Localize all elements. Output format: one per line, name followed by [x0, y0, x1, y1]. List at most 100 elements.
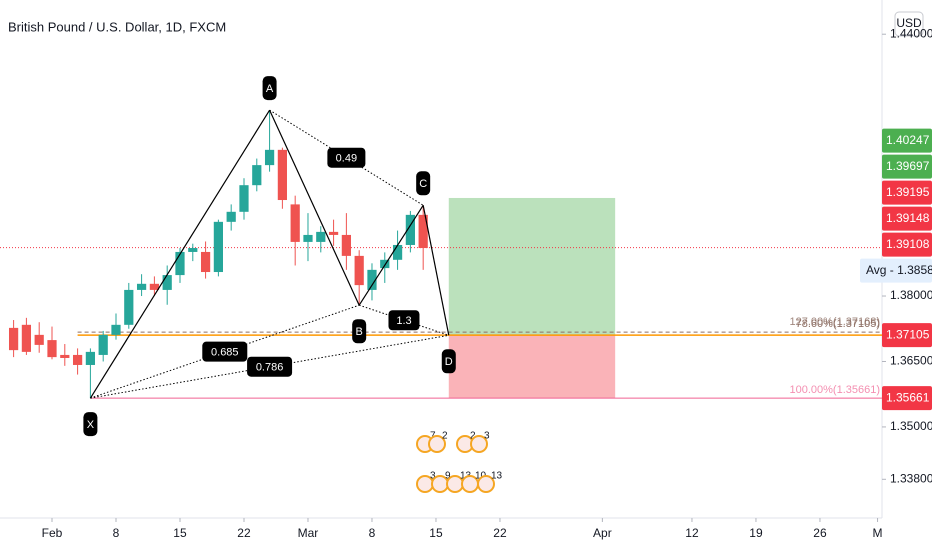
candle-body [8, 327, 19, 351]
ratio-line [269, 109, 424, 206]
price-label-box [882, 206, 932, 231]
price-label: 1.39697 [886, 159, 930, 173]
candle-body [47, 340, 57, 358]
target-zone [448, 197, 616, 336]
candle-body [162, 275, 172, 290]
x-tick-label: 19 [749, 526, 763, 540]
candle-body [277, 149, 287, 201]
candle-body [418, 214, 428, 249]
chart-title: British Pound / U.S. Dollar, 1D, FXCM [8, 19, 226, 34]
candle-body [111, 324, 121, 335]
fib-label: 127.00%(1.37168) [789, 316, 880, 328]
y-tick-label: 1.44000 [890, 26, 932, 40]
price-label: Avg - 1.38582 [866, 263, 932, 277]
x-tick-label: 15 [429, 526, 443, 540]
x-tick-label: 8 [113, 526, 120, 540]
candle-body [175, 251, 185, 276]
point-badge [352, 319, 367, 344]
price-label: 1.39108 [886, 237, 930, 251]
point-label: B [356, 326, 363, 338]
price-label-box [882, 128, 932, 153]
stop-zone [448, 335, 616, 399]
candle-body [226, 211, 236, 222]
candle-body [341, 234, 351, 256]
candle-body [405, 214, 415, 245]
y-tick-label: 1.35000 [890, 419, 932, 433]
candle-body [136, 283, 147, 290]
point-label: C [419, 178, 427, 190]
y-tick-label: 1.38000 [890, 288, 932, 302]
event-count: 2 [442, 431, 448, 442]
candle-body [124, 289, 134, 325]
point-label: D [445, 356, 453, 368]
candle-body [264, 149, 275, 166]
candle-body [85, 351, 96, 365]
candle-body [213, 221, 223, 273]
price-label: 1.39148 [886, 211, 930, 225]
event-count: 13 [491, 471, 503, 482]
ratio-badge [327, 147, 366, 168]
candle-body [316, 231, 326, 242]
price-label-box [882, 180, 932, 205]
point-badge [416, 171, 431, 196]
currency-label: USD [896, 16, 922, 30]
y-tick-label: 1.36500 [890, 354, 932, 368]
pattern-leg [89, 109, 271, 399]
point-badge [441, 349, 456, 374]
candle-body [239, 185, 249, 212]
candle-body [290, 204, 300, 242]
y-tick-label: 1.33800 [890, 471, 932, 485]
x-tick-label: Apr [593, 526, 612, 540]
candle-body [380, 259, 390, 269]
x-tick-label: 12 [685, 526, 699, 540]
event-count: 9 [445, 471, 451, 482]
point-label: X [87, 419, 95, 431]
x-tick-label: Feb [42, 526, 63, 540]
fib-label: 78.60%(1.37105) [796, 318, 880, 330]
pattern-leg [422, 205, 450, 336]
candle-body [149, 283, 159, 290]
candle-body [200, 251, 211, 273]
price-label: 1.39195 [886, 185, 930, 199]
price-label: 1.35661 [886, 390, 930, 404]
ratio-badge [247, 356, 293, 377]
price-label-box [882, 323, 932, 348]
price-label-box [882, 232, 932, 257]
x-tick-label: 15 [173, 526, 187, 540]
event-count: 3 [430, 471, 436, 482]
event-icon[interactable] [428, 435, 446, 453]
currency-button[interactable] [894, 11, 924, 37]
pattern-leg [269, 109, 360, 306]
ratio-badge [202, 341, 248, 362]
candle-body [367, 269, 377, 290]
candle-body [34, 334, 44, 345]
ratio-label: 0.685 [211, 347, 239, 359]
price-label-box [882, 154, 932, 179]
event-count: 10 [475, 471, 487, 482]
price-label-box [860, 258, 932, 283]
point-label: A [266, 83, 274, 95]
candle-body [188, 248, 198, 252]
event-count: 2 [470, 431, 476, 442]
event-icon[interactable] [470, 435, 488, 453]
event-icon[interactable] [477, 475, 495, 493]
candle-body [60, 354, 70, 358]
candle-body [252, 165, 262, 186]
x-tick-label: Mar [298, 526, 319, 540]
candle-body [392, 244, 403, 260]
event-count: 3 [484, 431, 490, 442]
candle-body [98, 334, 108, 355]
ratio-label: 0.49 [336, 153, 357, 165]
point-badge [262, 76, 277, 101]
fib-label: 100.00%(1.35661) [789, 384, 880, 396]
x-tick-label: M [873, 526, 883, 540]
price-label: 1.37105 [886, 327, 930, 341]
x-tick-label: 26 [813, 526, 827, 540]
candle-body [72, 354, 83, 365]
candle-body [354, 255, 364, 286]
price-label-box [882, 386, 932, 411]
x-tick-label: 22 [237, 526, 251, 540]
ratio-line [90, 334, 449, 399]
